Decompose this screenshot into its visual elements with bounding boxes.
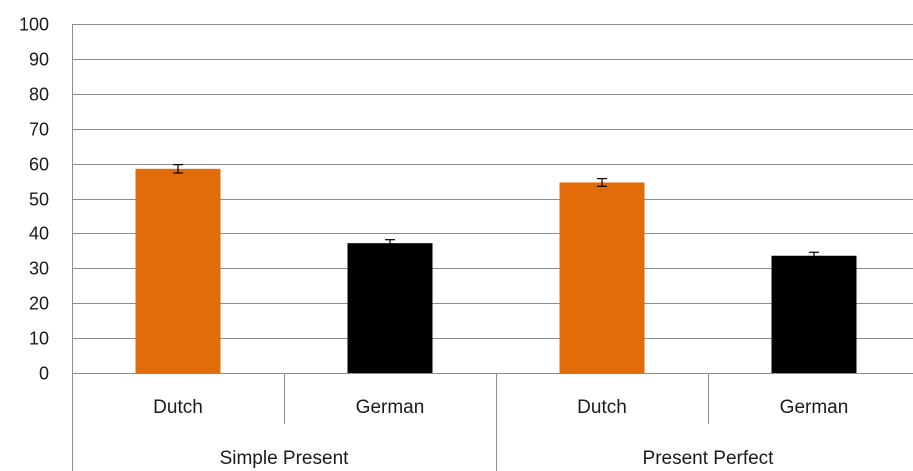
bar-present-perfect-german (771, 255, 857, 373)
y-tick-label: 20 (29, 294, 49, 314)
y-tick-label: 80 (29, 85, 49, 105)
y-tick-label: 10 (29, 329, 49, 349)
y-tick-label: 100 (19, 15, 49, 35)
x-axis-categories: Dutch German Simple Present Dutch German Pres… (153, 373, 848, 471)
x-tick-label: Dutch (153, 397, 203, 418)
y-tick-label: 0 (39, 364, 49, 384)
x-tick-label: German (356, 397, 425, 418)
error-bar-present-perfect-german (809, 251, 819, 260)
error-bar-simple-present-dutch (173, 164, 183, 174)
bar-simple-present-dutch (135, 168, 221, 373)
group-label: Present Perfect (643, 448, 775, 469)
y-tick-label: 40 (29, 224, 49, 244)
y-tick-label: 50 (29, 190, 49, 210)
group-label: Simple Present (220, 448, 350, 469)
error-bar-simple-present-german (385, 239, 395, 248)
y-tick-label: 30 (29, 259, 49, 279)
x-tick-label: German (780, 397, 849, 418)
bars (135, 168, 857, 373)
bar-simple-present-german (347, 243, 433, 373)
y-axis: 0 10 20 30 40 50 60 70 80 90 100 (19, 15, 73, 471)
y-tick-label: 60 (29, 155, 49, 175)
error-bars (173, 164, 819, 260)
y-tick-label: 70 (29, 120, 49, 140)
x-tick-label: Dutch (577, 397, 627, 418)
error-bar-present-perfect-dutch (597, 178, 607, 187)
bar-present-perfect-dutch (559, 182, 645, 373)
y-tick-label: 90 (29, 50, 49, 70)
